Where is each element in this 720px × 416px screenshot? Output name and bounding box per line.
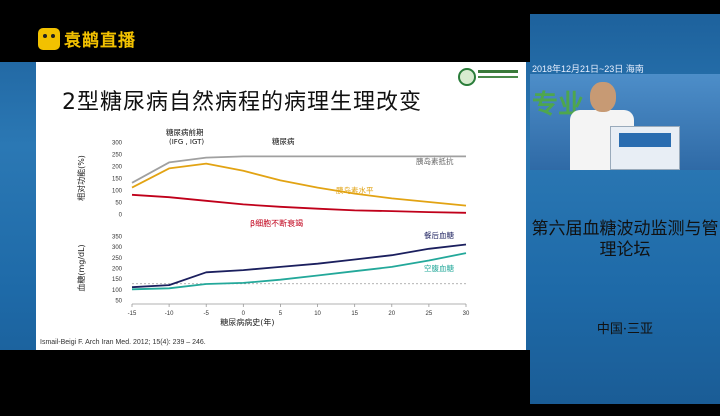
annotation-label: 糖尿病前期	[166, 127, 204, 137]
x-tick-label: 30	[463, 311, 470, 317]
y-tick-label: 200	[112, 267, 123, 273]
y-tick-label: 250	[112, 153, 123, 159]
letterbox-right-bottom	[530, 404, 720, 416]
presentation-slide: 2型糖尿病自然病程的病理生理改变 0 50 100 150 200 250 300 相对功能(…	[36, 62, 526, 350]
series-label: 餐后血糖	[424, 230, 454, 240]
x-tick-label: 10	[314, 311, 321, 317]
slide-title: 2型糖尿病自然病程的病理生理改变	[62, 90, 422, 115]
y-tick-label: 200	[112, 165, 123, 171]
y-tick-label: 100	[112, 189, 123, 195]
x-tick-label: 25	[426, 311, 433, 317]
broadcast-logo-text: 袁鹋直播	[64, 31, 136, 51]
event-date-banner: 2018年12月21日~23日 海南	[532, 64, 644, 74]
podium	[610, 126, 680, 170]
x-tick-label: 15	[351, 311, 358, 317]
series-label: β细胞不断衰竭	[250, 218, 303, 228]
letterbox-right-top	[530, 0, 720, 14]
speaker-head	[590, 82, 616, 112]
y-tick-label: 350	[112, 235, 123, 241]
y-tick-label: 300	[112, 245, 123, 251]
series-line	[131, 193, 467, 214]
x-tick-label: -15	[128, 311, 137, 317]
forum-location: 中国·三亚	[596, 322, 654, 337]
annotation-label: (IFG , IGT)	[169, 138, 204, 146]
x-tick-label: 0	[242, 311, 246, 317]
y-tick-label: 150	[112, 277, 123, 283]
y-axis-label: 血糖(mg/dL)	[76, 244, 86, 291]
broadcast-logo: 袁鹋直播	[38, 26, 136, 51]
y-axis-label: 相对功能(%)	[76, 155, 86, 201]
series-label: 胰岛素水平	[336, 185, 374, 195]
y-tick-label: 100	[112, 288, 123, 294]
series-line	[131, 243, 467, 289]
y-tick-label: 0	[119, 213, 123, 219]
forum-title: 第六届血糖波动监测与管理论坛	[531, 219, 719, 260]
series-label: 空腹血糖	[424, 263, 454, 273]
annotation-label: 糖尿病	[272, 136, 295, 146]
letterbox-bottom	[0, 350, 530, 416]
y-tick-label: 150	[112, 177, 123, 183]
x-tick-label: -5	[204, 311, 210, 317]
x-tick-label: 5	[279, 311, 283, 317]
pathophysiology-chart: 050100150200250300相对功能(%)501001502002503…	[76, 127, 470, 327]
letterbox-top	[0, 0, 530, 62]
slide-citation: Ismail-Beigi F. Arch Iran Med. 2012; 15(…	[40, 339, 206, 346]
speaker-video-inset: 专业	[530, 74, 720, 170]
x-tick-label: 20	[388, 311, 395, 317]
broadcast-logo-icon	[38, 27, 60, 50]
series-line	[131, 252, 467, 291]
y-tick-label: 50	[115, 201, 122, 207]
series-line	[131, 162, 467, 207]
y-tick-label: 300	[112, 141, 123, 147]
series-line	[131, 155, 466, 184]
y-tick-label: 50	[115, 299, 122, 305]
x-tick-label: -10	[165, 311, 174, 317]
y-tick-label: 250	[112, 256, 123, 262]
organization-seal-icon	[458, 66, 518, 88]
series-label: 胰岛素抵抗	[416, 156, 454, 166]
x-axis-label: 糖尿病病史(年)	[220, 317, 274, 327]
